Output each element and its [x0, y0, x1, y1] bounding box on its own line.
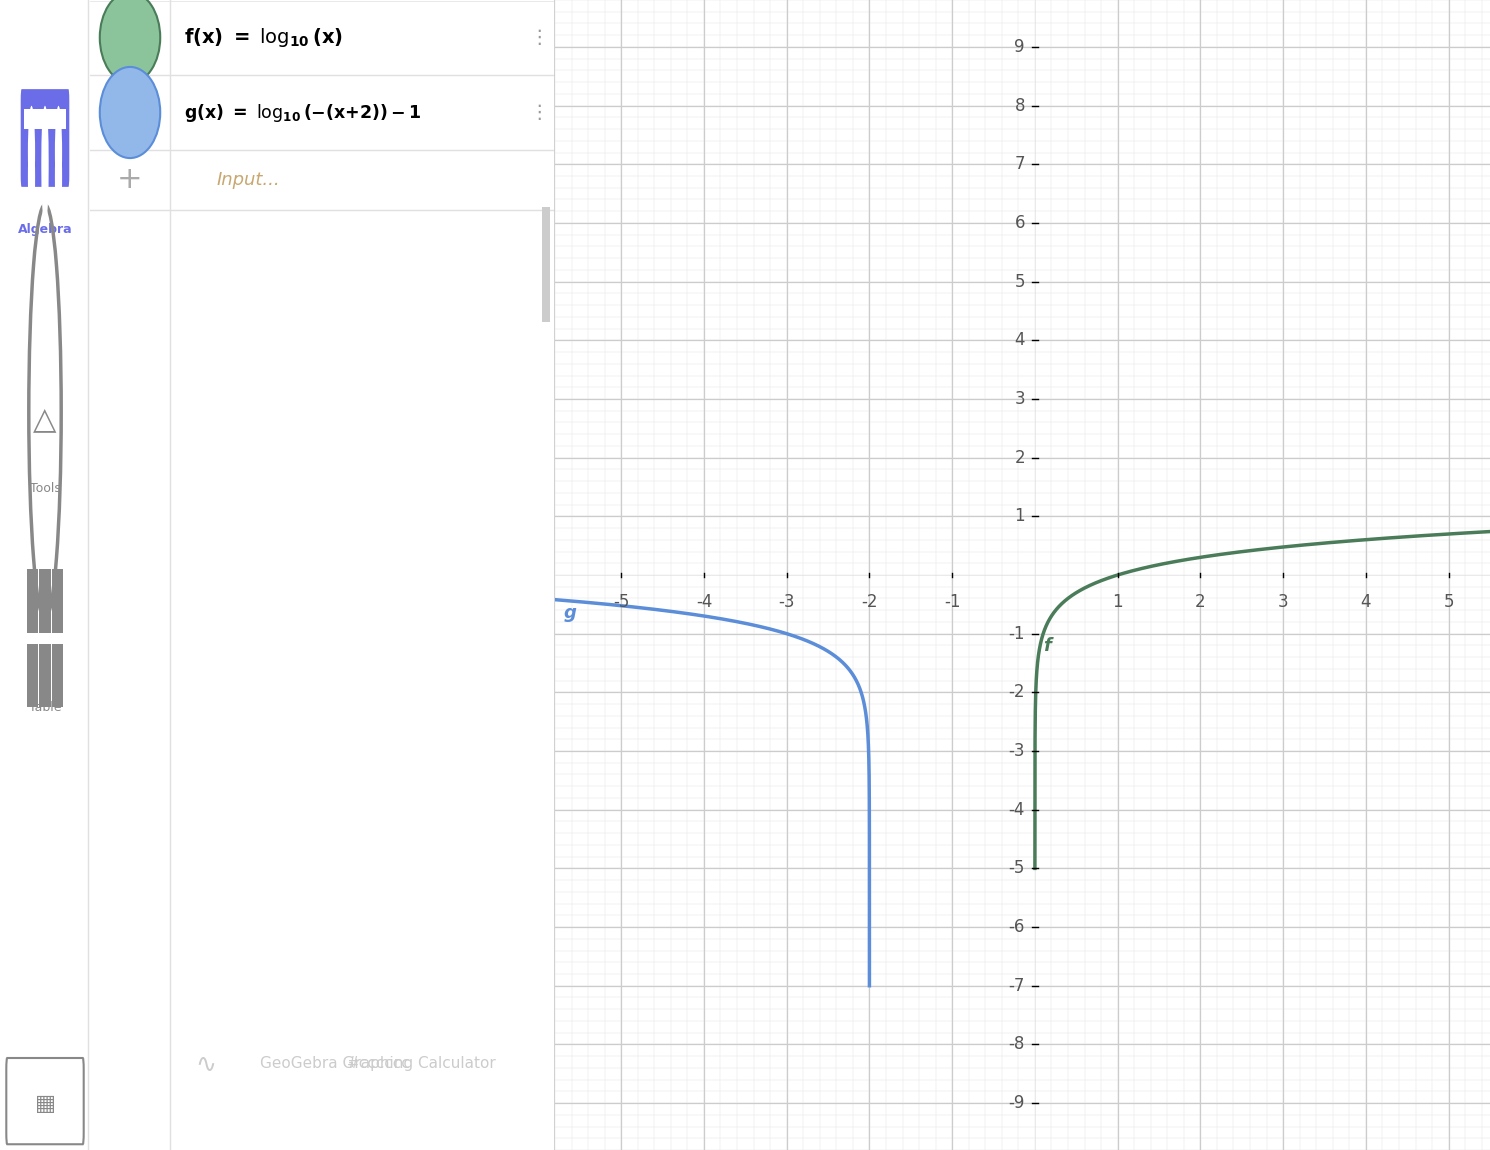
Text: ⋮: ⋮: [529, 104, 548, 122]
Text: 4: 4: [1360, 592, 1371, 611]
Ellipse shape: [100, 0, 161, 83]
Circle shape: [28, 106, 36, 198]
Text: 1: 1: [1113, 592, 1123, 611]
Text: $\mathbf{g(x)\ =\ \log_{10}(-(x{+}2))-1}$: $\mathbf{g(x)\ =\ \log_{10}(-(x{+}2))-1}…: [183, 101, 422, 123]
Text: -3: -3: [1009, 742, 1025, 760]
Circle shape: [55, 131, 63, 223]
Circle shape: [28, 131, 36, 223]
Text: +: +: [118, 166, 143, 194]
Text: -7: -7: [1009, 976, 1025, 995]
Text: 4: 4: [1015, 331, 1025, 350]
Text: -5: -5: [612, 592, 629, 611]
Text: #cccccc: #cccccc: [346, 1056, 410, 1072]
Text: $\mathbf{f(x)\ =\ \log_{10}(x)}$: $\mathbf{f(x)\ =\ \log_{10}(x)}$: [183, 26, 343, 49]
Text: g: g: [563, 604, 577, 622]
Text: 9: 9: [1015, 38, 1025, 56]
Text: Tools: Tools: [30, 482, 61, 496]
Text: -3: -3: [778, 592, 796, 611]
Text: 7: 7: [1015, 155, 1025, 174]
FancyBboxPatch shape: [24, 108, 66, 129]
Text: 5: 5: [1015, 273, 1025, 291]
Circle shape: [42, 131, 49, 223]
Bar: [542, 207, 550, 322]
Text: Algebra: Algebra: [18, 223, 73, 237]
Text: ▦: ▦: [34, 1094, 55, 1114]
Text: 2: 2: [1015, 448, 1025, 467]
Text: Table: Table: [28, 700, 61, 714]
Text: △: △: [33, 405, 57, 435]
Text: -4: -4: [1009, 800, 1025, 819]
Text: -4: -4: [696, 592, 712, 611]
Ellipse shape: [100, 67, 161, 158]
Text: -9: -9: [1009, 1094, 1025, 1112]
Text: GeoGebra Graphing Calculator: GeoGebra Graphing Calculator: [261, 1056, 496, 1072]
FancyBboxPatch shape: [39, 644, 51, 707]
Text: 8: 8: [1015, 97, 1025, 115]
Text: ∿: ∿: [195, 1052, 216, 1075]
Text: f: f: [1043, 637, 1050, 655]
Text: Input...: Input...: [216, 171, 280, 189]
Text: 3: 3: [1278, 592, 1289, 611]
FancyBboxPatch shape: [27, 644, 39, 707]
Text: -2: -2: [861, 592, 878, 611]
Circle shape: [42, 106, 49, 198]
FancyBboxPatch shape: [21, 90, 70, 186]
Text: 5: 5: [1444, 592, 1454, 611]
FancyBboxPatch shape: [52, 644, 64, 707]
FancyBboxPatch shape: [39, 569, 51, 632]
Text: -8: -8: [1009, 1035, 1025, 1053]
Text: ⋮: ⋮: [529, 28, 548, 47]
Circle shape: [55, 106, 63, 198]
Text: -6: -6: [1009, 918, 1025, 936]
Text: -1: -1: [945, 592, 961, 611]
Text: -1: -1: [1009, 624, 1025, 643]
Text: 3: 3: [1015, 390, 1025, 408]
Text: -2: -2: [1009, 683, 1025, 702]
Text: 6: 6: [1015, 214, 1025, 232]
Text: -5: -5: [1009, 859, 1025, 877]
FancyBboxPatch shape: [27, 569, 39, 632]
Text: 1: 1: [1015, 507, 1025, 526]
FancyBboxPatch shape: [52, 569, 64, 632]
Text: 2: 2: [1195, 592, 1205, 611]
